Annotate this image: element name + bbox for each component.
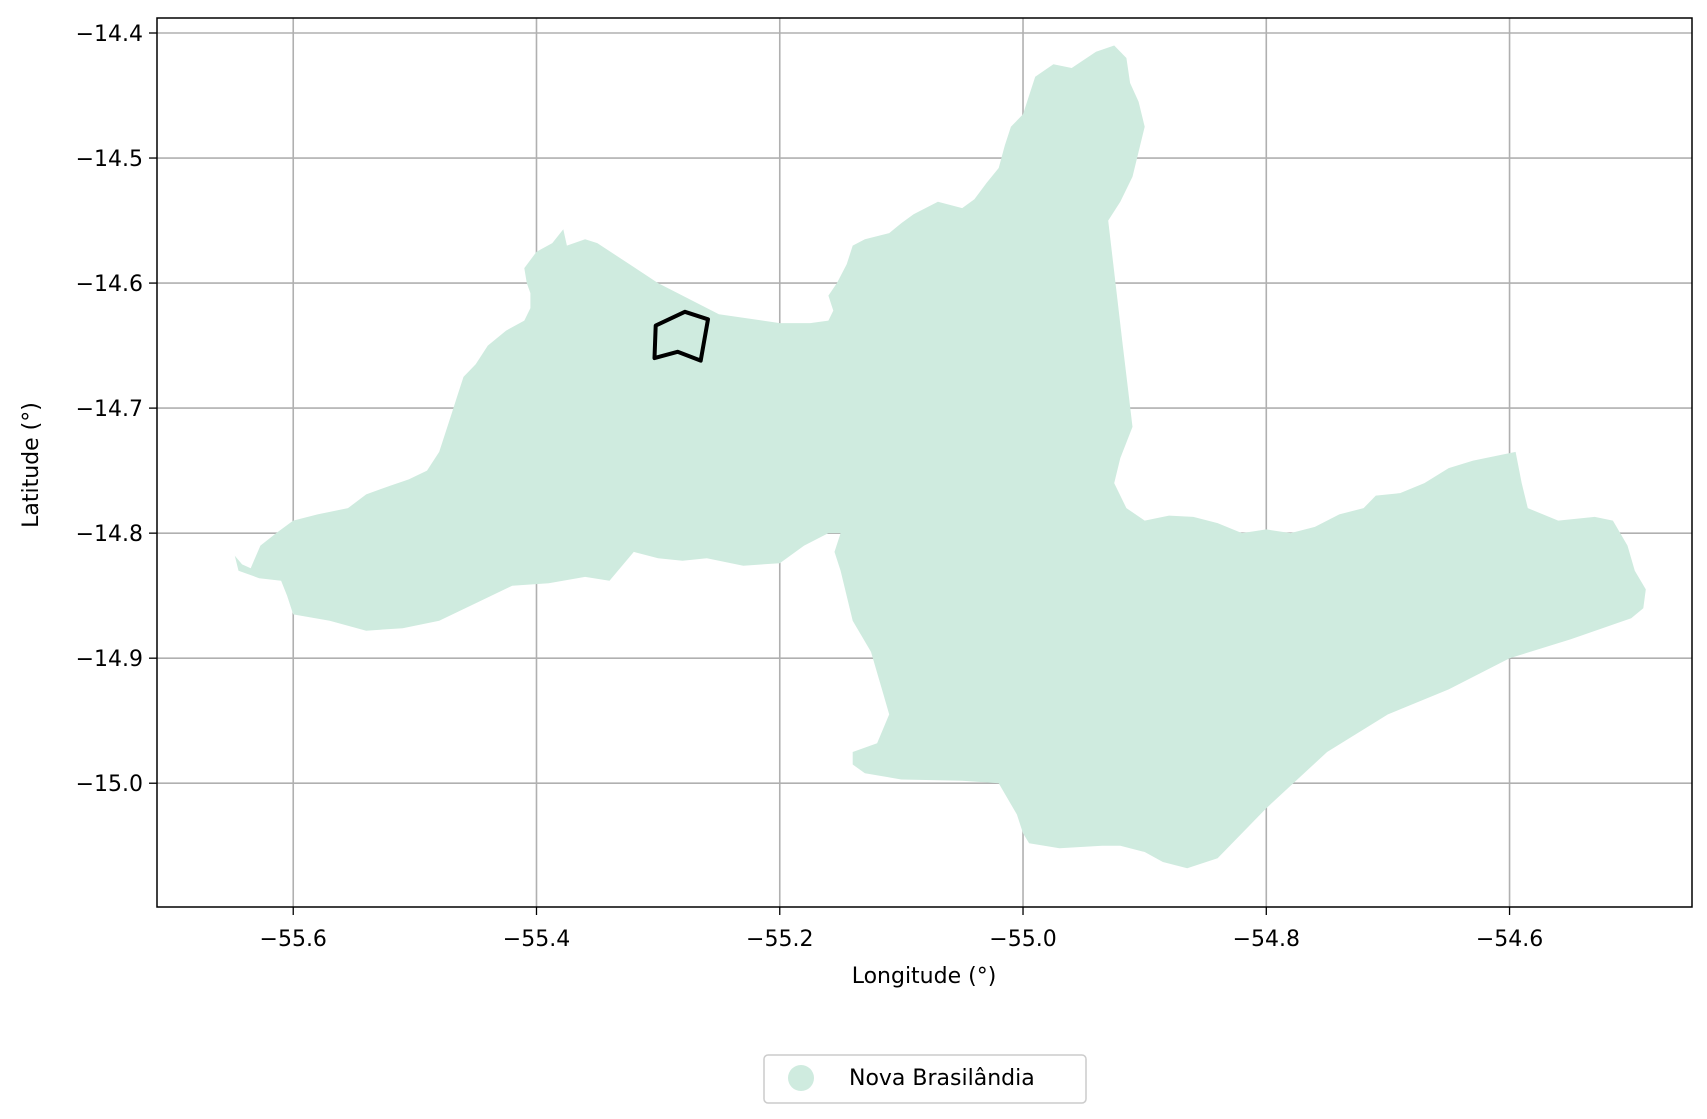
legend: Nova Brasilândia [763, 1054, 1087, 1104]
y-axis-label: Latitude (°) [19, 402, 44, 528]
legend-label: Nova Brasilândia [849, 1066, 1035, 1091]
x-tick-label: −54.6 [1476, 927, 1543, 952]
y-axis-ticks: −14.4 −14.5 −14.6 −14.7 −14.8 −14.9 −15.0 [76, 22, 157, 797]
y-tick-label: −15.0 [76, 772, 143, 797]
y-tick-label: −14.4 [76, 22, 143, 47]
y-tick-label: −14.6 [76, 272, 143, 297]
x-tick-label: −55.6 [260, 927, 327, 952]
y-tick-label: −14.5 [76, 147, 143, 172]
outline-layer [652, 309, 710, 363]
x-tick-label: −55.2 [746, 927, 813, 952]
x-tick-label: −55.0 [989, 927, 1056, 952]
axes-frame [156, 17, 1693, 908]
y-tick-label: −14.9 [76, 647, 143, 672]
region-layer [234, 45, 1646, 869]
x-tick-label: −55.4 [503, 927, 570, 952]
x-axis-label: Longitude (°) [852, 964, 997, 989]
x-tick-label: −54.8 [1233, 927, 1300, 952]
y-tick-label: −14.8 [76, 522, 143, 547]
x-axis-ticks: −55.6 −55.4 −55.2 −55.0 −54.8 −54.6 [260, 907, 1543, 952]
area-outline [652, 309, 710, 363]
legend-box [763, 1054, 1087, 1104]
y-tick-label: −14.7 [76, 397, 143, 422]
legend-swatch [788, 1065, 814, 1091]
municipality-region [234, 45, 1646, 869]
